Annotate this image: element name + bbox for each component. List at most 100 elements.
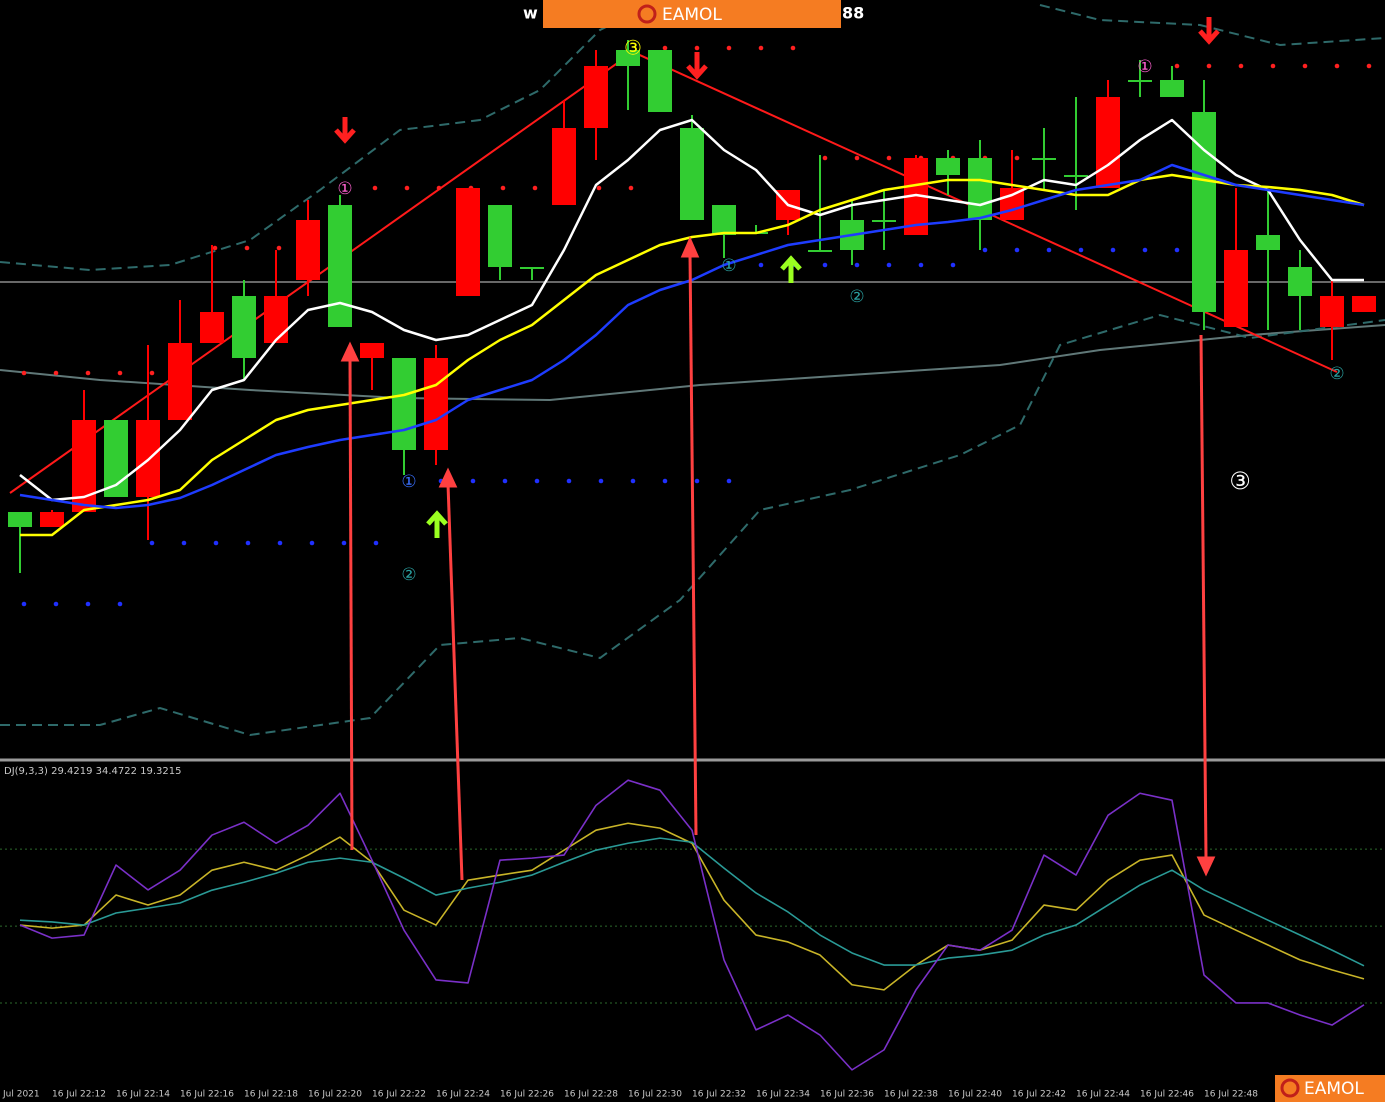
candle-body: [552, 128, 576, 205]
annotations: ① ① ③ ① ② ① ② ② ③: [337, 36, 1344, 586]
brand-text: EAMOL: [1304, 1079, 1364, 1099]
x-tick-label: 16 Jul 22:22: [372, 1090, 426, 1100]
header-text: w: [523, 4, 538, 23]
annotation: ②: [1329, 364, 1344, 384]
candle-body: [456, 188, 480, 296]
sar-dot: [372, 185, 378, 191]
sar-dot: [982, 247, 988, 253]
brand-logo: [637, 4, 657, 24]
annotation: ①: [401, 472, 416, 492]
candle-body: [488, 205, 512, 267]
x-tick-label: 16 Jul 22:46: [1140, 1090, 1194, 1100]
sar-dot: [53, 601, 59, 607]
sar-dot: [21, 370, 27, 376]
sar-dot: [918, 262, 924, 268]
sar-dot: [596, 185, 602, 191]
sar-dot: [1270, 63, 1276, 69]
indicator-line: [19, 118, 1364, 502]
slow-ma: [0, 324, 1385, 402]
candle-body: [872, 220, 896, 222]
x-tick-label: 16 Jul 22:44: [1076, 1090, 1130, 1100]
sar-dot: [854, 262, 860, 268]
sar-dot: [1238, 63, 1244, 69]
x-tick-label: 16 Jul 22:48: [1204, 1090, 1258, 1100]
brand-banner: [543, 0, 841, 28]
sar-dot: [245, 540, 251, 546]
x-tick-label: 16 Jul 22:20: [308, 1090, 362, 1100]
annotation: ②: [401, 565, 416, 585]
brand-text: EAMOL: [662, 5, 722, 25]
sar-dot: [244, 245, 250, 251]
sar-dot: [213, 540, 219, 546]
up-arrow: [780, 255, 802, 283]
x-tick-label: 16 Jul 22:12: [52, 1090, 106, 1100]
sar-dot: [181, 540, 187, 546]
candle-body: [264, 296, 288, 343]
x-tick-label: 16 Jul 22:14: [116, 1090, 170, 1100]
x-tick-label: 16 Jul 22:36: [820, 1090, 874, 1100]
sar-dot: [532, 185, 538, 191]
sar-dot: [276, 245, 282, 251]
band-upper: [0, 9, 641, 272]
candle-body: [584, 66, 608, 128]
candle-body: [328, 205, 352, 327]
down-arrow: [686, 52, 708, 80]
sar-dot: [373, 540, 379, 546]
brand-logo: [1280, 1078, 1300, 1098]
candle-body: [40, 512, 64, 527]
annotation: ①: [337, 179, 352, 199]
sar-dot: [886, 155, 892, 161]
sar-dot: [1046, 247, 1052, 253]
x-tick-label: 16 Jul 22:28: [564, 1090, 618, 1100]
sar-dot: [662, 45, 668, 51]
sar-dot: [1142, 247, 1148, 253]
candle-body: [1256, 235, 1280, 250]
candle-body: [8, 512, 32, 527]
sar-dot: [1078, 247, 1084, 253]
sar-dot: [277, 540, 283, 546]
price-panel: [8, 40, 1376, 573]
sar-dot: [117, 370, 123, 376]
sar-dot: [1014, 247, 1020, 253]
sar-dot: [628, 185, 634, 191]
candle-body: [648, 50, 672, 112]
arrow: [348, 357, 354, 851]
sar-dot: [1110, 247, 1116, 253]
sar-dot: [694, 478, 700, 484]
sar-dot: [1334, 63, 1340, 69]
sar-dot: [1302, 63, 1308, 69]
candle-body: [1224, 250, 1248, 327]
down-arrow: [334, 117, 356, 144]
candle-body: [1128, 80, 1152, 82]
sar-dot: [566, 478, 572, 484]
candle-body: [392, 358, 416, 450]
sar-dot: [1206, 63, 1212, 69]
arrow-head: [680, 236, 700, 258]
up-arrow: [426, 510, 448, 538]
sar-dot: [630, 478, 636, 484]
sar-dot: [1174, 63, 1180, 69]
sar-dot: [598, 478, 604, 484]
signal-arrows: [340, 236, 1216, 881]
header-text: 88: [842, 4, 864, 23]
arrow-head: [340, 341, 360, 362]
sar-dot: [1014, 155, 1020, 161]
x-tick-label: 16 Jul 22:24: [436, 1090, 490, 1100]
sar-dot: [950, 262, 956, 268]
candle-body: [1000, 188, 1024, 220]
sar-dot: [149, 540, 155, 546]
candle-body: [1096, 97, 1120, 188]
arrow: [446, 483, 464, 881]
candle-body: [1288, 267, 1312, 296]
indicator-line: [19, 779, 1365, 1071]
candle-body: [936, 158, 960, 175]
x-tick-label: 16 Jul 22:38: [884, 1090, 938, 1100]
candle-body: [680, 128, 704, 220]
x-tick-label: 16 Jul 22:42: [1012, 1090, 1066, 1100]
sar-dot: [85, 601, 91, 607]
sar-dot: [758, 262, 764, 268]
annotation: ②: [849, 287, 864, 307]
sar-dot: [1366, 63, 1372, 69]
candle-body: [616, 50, 640, 66]
